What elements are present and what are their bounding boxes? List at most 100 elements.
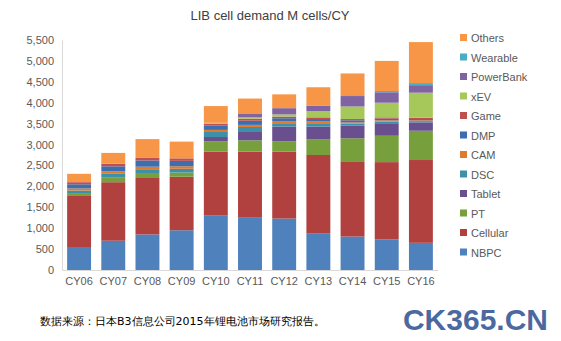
legend-item: NBPC	[460, 247, 502, 259]
y-tick-label: 3,500	[26, 118, 54, 130]
bar	[170, 161, 194, 166]
x-tick-label: CY16	[407, 275, 435, 287]
bar	[135, 169, 159, 173]
bar	[170, 166, 194, 169]
legend-label: PT	[471, 208, 485, 220]
bar	[409, 119, 433, 120]
x-tick: CY15	[373, 270, 401, 287]
legend-item: DMP	[460, 130, 495, 142]
bar	[204, 132, 228, 137]
bar	[375, 117, 399, 118]
bar	[375, 92, 399, 102]
bar	[67, 196, 91, 247]
legend-item: CAM	[460, 149, 495, 161]
bar	[67, 182, 91, 184]
x-axis-line	[63, 270, 439, 271]
bar	[341, 73, 365, 95]
legend-swatch	[460, 132, 467, 139]
bar	[238, 140, 262, 151]
bar	[375, 239, 399, 270]
legend-swatch	[460, 229, 467, 236]
bar	[67, 184, 91, 188]
watermark: CK365.CN	[403, 303, 548, 336]
legend-swatch	[460, 54, 467, 61]
y-tick-label: 2,500	[26, 159, 54, 171]
bars	[67, 42, 433, 270]
bar	[204, 126, 228, 130]
bar	[238, 121, 262, 125]
bar	[101, 153, 125, 164]
bar	[238, 152, 262, 218]
legend: OthersWearablePowerBankxEVGameDMPCAMDSCT…	[460, 32, 528, 259]
bar	[238, 127, 262, 132]
bar	[101, 171, 125, 174]
bar	[272, 127, 296, 142]
legend-swatch	[460, 73, 467, 80]
y-tick-label: 1,500	[26, 201, 54, 213]
bar	[306, 155, 330, 233]
chart: 05001,0001,5002,0002,5003,0003,5004,0004…	[0, 0, 561, 341]
series	[67, 117, 433, 185]
x-tick-label: CY09	[168, 275, 196, 287]
y-tick-label: 4,000	[26, 97, 54, 109]
bar	[341, 120, 365, 122]
legend-swatch	[460, 249, 467, 256]
y-tick: 2,500	[26, 159, 62, 171]
bar	[170, 177, 194, 231]
legend-label: DSC	[471, 169, 494, 181]
bar	[135, 139, 159, 158]
bar	[135, 234, 159, 270]
y-tick: 5,000	[26, 55, 62, 67]
y-tick-label: 5,500	[26, 34, 54, 46]
bar	[375, 136, 399, 162]
bar	[170, 173, 194, 177]
bar	[341, 124, 365, 126]
legend-item: DSC	[460, 169, 494, 181]
x-tick-label: CY10	[202, 275, 230, 287]
bar	[101, 241, 125, 270]
y-tick: 0	[48, 264, 62, 276]
legend-item: Game	[460, 110, 501, 122]
bar	[170, 142, 194, 159]
bar	[341, 122, 365, 123]
bar	[204, 216, 228, 270]
bar	[272, 152, 296, 219]
bar	[375, 122, 399, 124]
y-tick-label: 2,000	[26, 180, 54, 192]
bar	[135, 158, 159, 161]
y-tick: 3,000	[26, 139, 62, 151]
bar	[306, 127, 330, 140]
y-tick: 1,000	[26, 222, 62, 234]
x-tick: CY09	[168, 270, 196, 287]
plot: 05001,0001,5002,0002,5003,0003,5004,0004…	[26, 34, 438, 287]
bar	[272, 141, 296, 151]
series	[67, 118, 433, 188]
x-tick-label: CY15	[373, 275, 401, 287]
bar	[409, 120, 433, 122]
y-tick: 2,000	[26, 180, 62, 192]
bar	[101, 174, 125, 177]
legend-swatch	[460, 93, 467, 100]
bar	[238, 119, 262, 121]
legend-swatch	[460, 34, 467, 41]
legend-swatch	[460, 112, 467, 119]
source-note: 数据来源：日本B3信息公司2015年锂电池市场研究报告。	[40, 315, 325, 328]
bar	[101, 164, 125, 167]
series	[238, 85, 433, 117]
bar	[204, 106, 228, 123]
bar	[67, 191, 91, 194]
bar	[238, 114, 262, 117]
bar	[272, 118, 296, 121]
bar	[409, 85, 433, 93]
bar	[238, 117, 262, 118]
bar	[409, 122, 433, 130]
bar	[204, 124, 228, 126]
bar	[341, 237, 365, 270]
legend-swatch	[460, 171, 467, 178]
bar	[101, 166, 125, 171]
legend-item: Cellular	[460, 227, 509, 239]
bar	[204, 141, 228, 151]
bar	[306, 106, 330, 111]
bar	[135, 178, 159, 234]
bar	[272, 117, 296, 119]
